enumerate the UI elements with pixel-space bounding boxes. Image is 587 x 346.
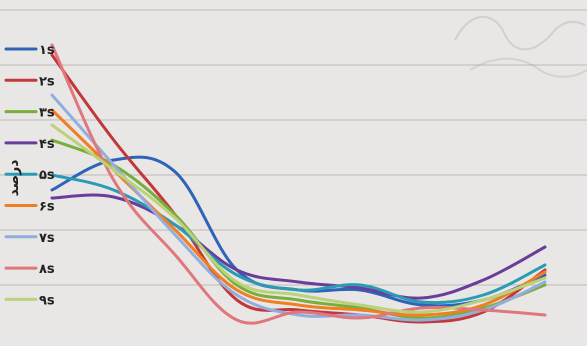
series-line-4: [50, 193, 547, 300]
legend-item-6: ۶s: [4, 200, 55, 215]
legend-item-7: ۷s: [4, 231, 55, 246]
legend-item-9: ۹s: [4, 293, 55, 308]
legend-item-2: ۲s: [4, 74, 55, 89]
watermark: [454, 15, 587, 78]
series-line-6: [50, 108, 547, 317]
series-line-5: [50, 173, 547, 305]
legend-label: ۸s: [39, 262, 55, 277]
legend-label: ۶s: [39, 200, 55, 215]
series-line-9: [50, 123, 547, 314]
series-lines: [50, 43, 547, 325]
y-axis-label-text: درصد: [6, 160, 22, 197]
legend-label: ۹s: [39, 293, 55, 308]
legend-item-1: ۱s: [4, 43, 55, 58]
legend-label: ۲s: [39, 74, 55, 89]
legend-label: ۴s: [39, 137, 55, 152]
legend: ۱s ۲s ۳s ۴s ۵s ۶s ۷s ۸s ۹s: [4, 43, 55, 308]
legend-label: ۷s: [39, 231, 55, 246]
legend-label: ۳s: [39, 106, 55, 121]
legend-item-8: ۸s: [4, 262, 55, 277]
legend-label: ۱s: [39, 43, 55, 58]
y-axis-label: درصد: [6, 160, 22, 197]
series-line-3: [50, 138, 547, 320]
legend-item-4: ۴s: [4, 137, 55, 152]
legend-label: ۵s: [39, 168, 55, 183]
legend-item-3: ۳s: [4, 106, 55, 121]
legend-item-5: ۵s: [4, 168, 55, 183]
